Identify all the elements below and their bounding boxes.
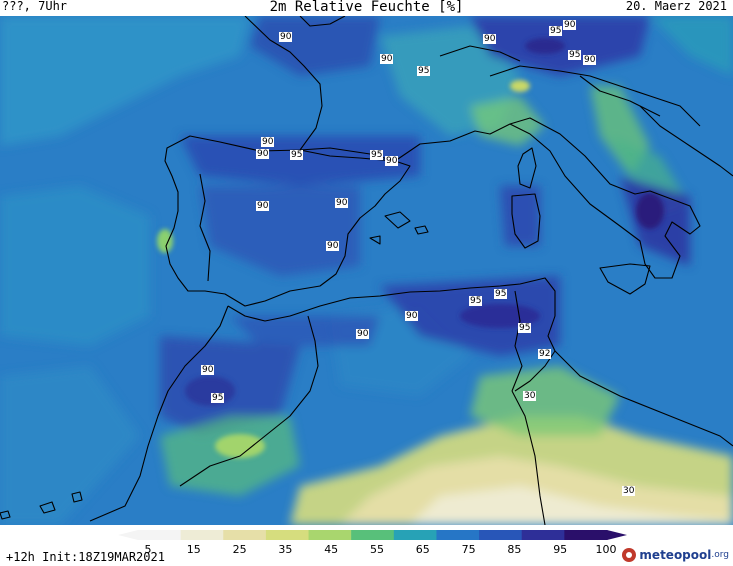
run-info: +12h Init:18Z19MAR2021: [6, 550, 165, 564]
map-value-label: 95: [469, 296, 483, 306]
map-value-label: 90: [405, 311, 419, 321]
legend-swatch: [265, 530, 310, 540]
map-value-label: 90: [256, 201, 270, 211]
map-value-label: 90: [385, 156, 399, 166]
humidity-detail: [157, 38, 664, 458]
run-day-label: ???, 7Uhr: [2, 0, 68, 13]
meteopool-logo[interactable]: meteopool .org: [622, 546, 729, 564]
map-canvas: [0, 16, 733, 525]
color-legend-bar: [118, 530, 627, 540]
humidity-field: [0, 16, 733, 525]
legend-tick-label: 100: [595, 543, 617, 556]
map-value-label: 90: [563, 20, 577, 30]
legend-tick-label: 95: [553, 543, 568, 556]
legend-tick-label: 75: [461, 543, 476, 556]
map-title: 2m Relative Feuchte [%]: [269, 0, 464, 15]
map-value-label: 92: [538, 349, 552, 359]
map-value-label: 90: [326, 241, 340, 251]
map-value-label: 95: [518, 323, 532, 333]
map-value-label: 90: [356, 329, 370, 339]
legend-swatch: [351, 530, 395, 540]
map-value-label: 95: [549, 26, 563, 36]
legend-swatch: [138, 530, 182, 540]
map-value-label: 95: [211, 393, 225, 403]
map-value-label: 90: [279, 32, 293, 42]
legend-tick-label: 25: [232, 543, 247, 556]
logo-suffix: .org: [711, 550, 729, 560]
legend-min-arrow: [118, 530, 138, 540]
map-value-label: 90: [483, 34, 497, 44]
legend-tick-label: 15: [186, 543, 201, 556]
map-value-label: 90: [583, 55, 597, 65]
map-value-label: 95: [417, 66, 431, 76]
legend-tick-label: 85: [507, 543, 522, 556]
legend-tick-label: 45: [324, 543, 339, 556]
legend-tick-label: 55: [370, 543, 384, 556]
logo-icon: [622, 548, 637, 562]
legend-swatch: [436, 530, 480, 540]
legend-tick-label: 35: [278, 543, 293, 556]
map-value-label: 30: [523, 391, 537, 401]
map-value-label: 95: [370, 150, 384, 160]
legend-tick-label: 5: [144, 543, 152, 556]
coastlines: [0, 16, 733, 525]
legend-swatch: [180, 530, 224, 540]
legend-tick-label: 65: [415, 543, 430, 556]
legend-swatch: [521, 530, 565, 540]
logo-text: meteopool: [639, 548, 712, 562]
footer: 5 15 25 35 45 55 65 75 85 95 100 +12h Init:18Z19MA…: [0, 525, 733, 566]
map-value-label: 90: [380, 54, 394, 64]
map-value-label: 90: [256, 149, 270, 159]
map-value-label: 90: [335, 198, 349, 208]
legend-swatch: [223, 530, 267, 540]
legend-swatch: [393, 530, 437, 540]
map-value-label: 95: [494, 289, 508, 299]
legend-swatch: [564, 530, 608, 540]
map-value-label: 95: [568, 50, 582, 60]
humidity-map: 90 95 90 90 95 95 90 90 95 90 95 90 90 9…: [0, 16, 733, 525]
map-value-label: 30: [622, 486, 636, 496]
legend-swatch: [479, 530, 523, 540]
header: ???, 7Uhr 2m Relative Feuchte [%] 20. Ma…: [0, 0, 733, 16]
legend-swatch: [308, 530, 352, 540]
valid-date: 20. Maerz 2021: [625, 0, 727, 13]
map-value-label: 90: [201, 365, 215, 375]
map-value-label: 90: [261, 137, 275, 147]
map-value-label: 95: [290, 150, 304, 160]
legend-max-arrow: [607, 530, 627, 540]
